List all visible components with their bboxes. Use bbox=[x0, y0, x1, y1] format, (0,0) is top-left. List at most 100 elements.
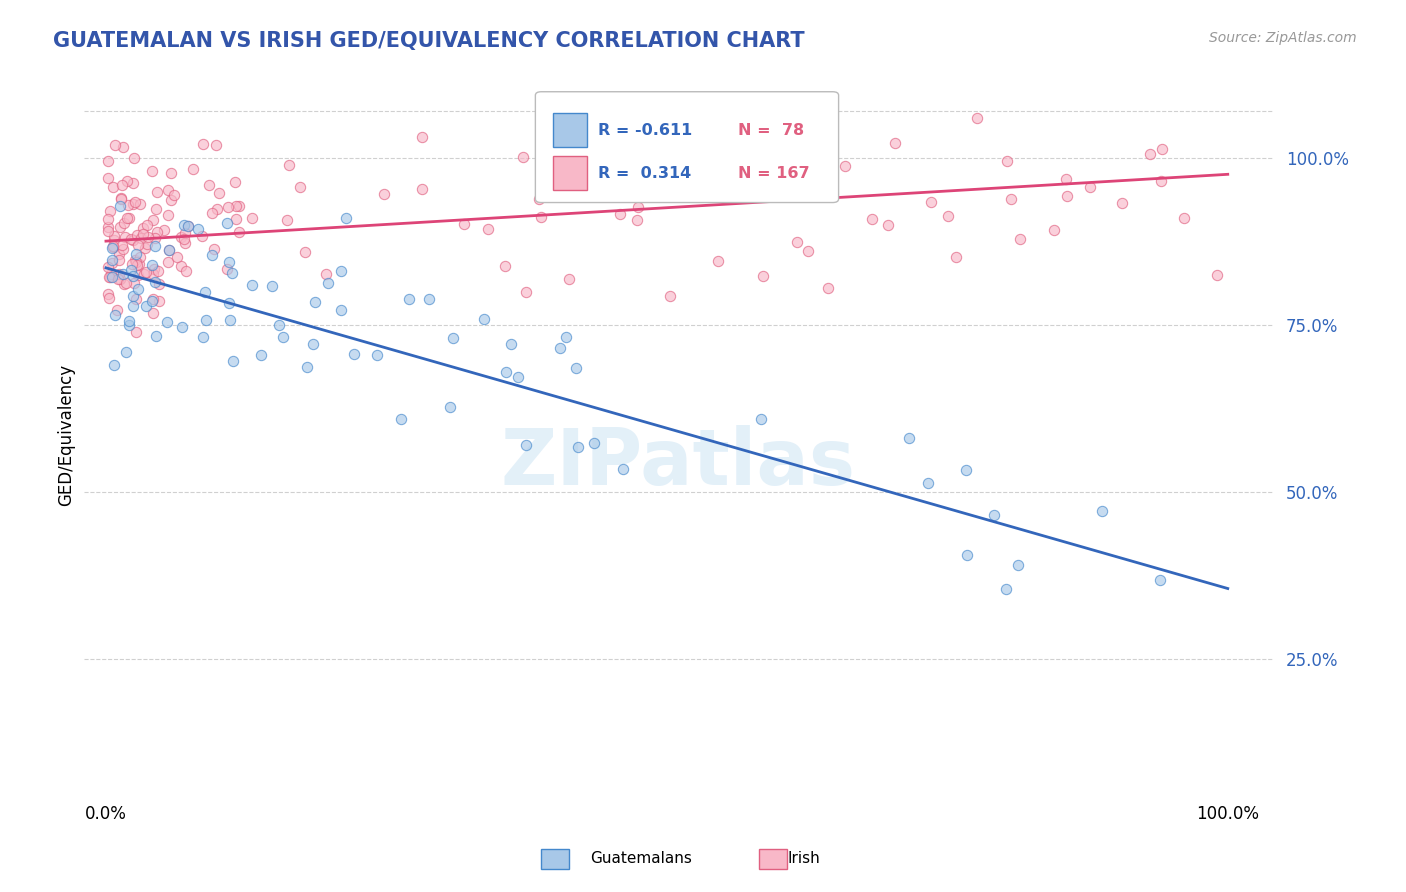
Point bbox=[145, 329, 167, 343]
Point bbox=[995, 582, 1018, 597]
Point bbox=[294, 245, 316, 260]
Point bbox=[156, 315, 179, 329]
Point bbox=[269, 318, 291, 332]
Point bbox=[295, 359, 318, 374]
Point bbox=[240, 211, 263, 225]
Point bbox=[218, 255, 240, 269]
Point bbox=[157, 208, 180, 222]
Point bbox=[495, 365, 517, 379]
Point bbox=[366, 348, 388, 362]
Point bbox=[191, 330, 214, 344]
Point bbox=[191, 229, 214, 244]
Point bbox=[304, 294, 326, 309]
Point bbox=[98, 203, 121, 218]
Point bbox=[136, 218, 159, 232]
Point bbox=[142, 306, 165, 320]
Point bbox=[917, 476, 939, 491]
Point bbox=[125, 255, 148, 269]
Point bbox=[174, 226, 197, 240]
Point bbox=[201, 206, 224, 220]
FancyBboxPatch shape bbox=[553, 113, 586, 147]
Point bbox=[1056, 188, 1078, 202]
Point bbox=[995, 153, 1018, 168]
Point bbox=[121, 176, 143, 190]
Point bbox=[128, 250, 150, 264]
Point bbox=[512, 150, 534, 164]
Point bbox=[707, 254, 730, 268]
Point bbox=[110, 191, 132, 205]
Point bbox=[277, 158, 299, 172]
Point bbox=[97, 171, 120, 186]
Point bbox=[1054, 172, 1077, 186]
Point bbox=[174, 236, 197, 251]
Point bbox=[956, 548, 979, 562]
Y-axis label: GED/Equivalency: GED/Equivalency bbox=[58, 364, 75, 506]
Point bbox=[100, 241, 122, 255]
Point bbox=[983, 508, 1005, 522]
Point bbox=[276, 212, 298, 227]
Point bbox=[160, 193, 183, 207]
Point bbox=[228, 225, 250, 239]
Point bbox=[103, 229, 125, 244]
Point bbox=[127, 282, 149, 296]
Point bbox=[225, 199, 247, 213]
Point bbox=[170, 230, 193, 244]
Text: GUATEMALAN VS IRISH GED/EQUIVALENCY CORRELATION CHART: GUATEMALAN VS IRISH GED/EQUIVALENCY CORR… bbox=[53, 31, 806, 51]
Point bbox=[418, 293, 440, 307]
Point bbox=[146, 263, 169, 277]
Point bbox=[1139, 147, 1161, 161]
Point bbox=[104, 308, 127, 322]
Point bbox=[101, 256, 124, 270]
Point bbox=[142, 293, 165, 307]
Point bbox=[97, 224, 120, 238]
Point bbox=[555, 330, 578, 344]
Point bbox=[117, 211, 139, 226]
Point bbox=[104, 138, 127, 153]
Point bbox=[860, 211, 883, 226]
Point bbox=[100, 270, 122, 285]
Point bbox=[741, 179, 763, 194]
Point bbox=[124, 151, 146, 165]
Point bbox=[1173, 211, 1195, 225]
Point bbox=[1206, 268, 1229, 282]
Point bbox=[103, 238, 125, 252]
Point bbox=[97, 154, 120, 169]
Point bbox=[108, 247, 131, 261]
Point bbox=[122, 196, 145, 211]
Point bbox=[105, 302, 128, 317]
Point bbox=[97, 212, 120, 227]
Point bbox=[170, 259, 193, 273]
Point bbox=[389, 412, 412, 426]
Point bbox=[530, 210, 553, 224]
Point bbox=[108, 252, 131, 267]
Point bbox=[224, 175, 246, 189]
Point bbox=[122, 268, 145, 283]
Point bbox=[103, 358, 125, 372]
Point bbox=[876, 218, 898, 232]
Point bbox=[494, 259, 516, 273]
Point bbox=[472, 311, 495, 326]
Point bbox=[132, 221, 155, 235]
Point bbox=[124, 194, 146, 209]
Point bbox=[807, 161, 830, 176]
Point bbox=[920, 194, 942, 209]
Point bbox=[225, 211, 247, 226]
Point bbox=[122, 233, 145, 247]
Point bbox=[112, 243, 135, 257]
Text: Irish: Irish bbox=[787, 851, 820, 865]
FancyBboxPatch shape bbox=[553, 156, 586, 190]
Point bbox=[108, 199, 131, 213]
Point bbox=[515, 285, 537, 300]
Point bbox=[187, 222, 209, 236]
Point bbox=[204, 138, 226, 153]
Point bbox=[250, 348, 273, 362]
Point bbox=[145, 202, 167, 216]
Point bbox=[122, 276, 145, 290]
Point bbox=[98, 291, 121, 305]
Point bbox=[157, 183, 180, 197]
Point bbox=[122, 289, 145, 303]
Point bbox=[98, 269, 121, 284]
Point bbox=[884, 136, 907, 150]
Point bbox=[752, 268, 775, 283]
Point bbox=[315, 267, 337, 281]
